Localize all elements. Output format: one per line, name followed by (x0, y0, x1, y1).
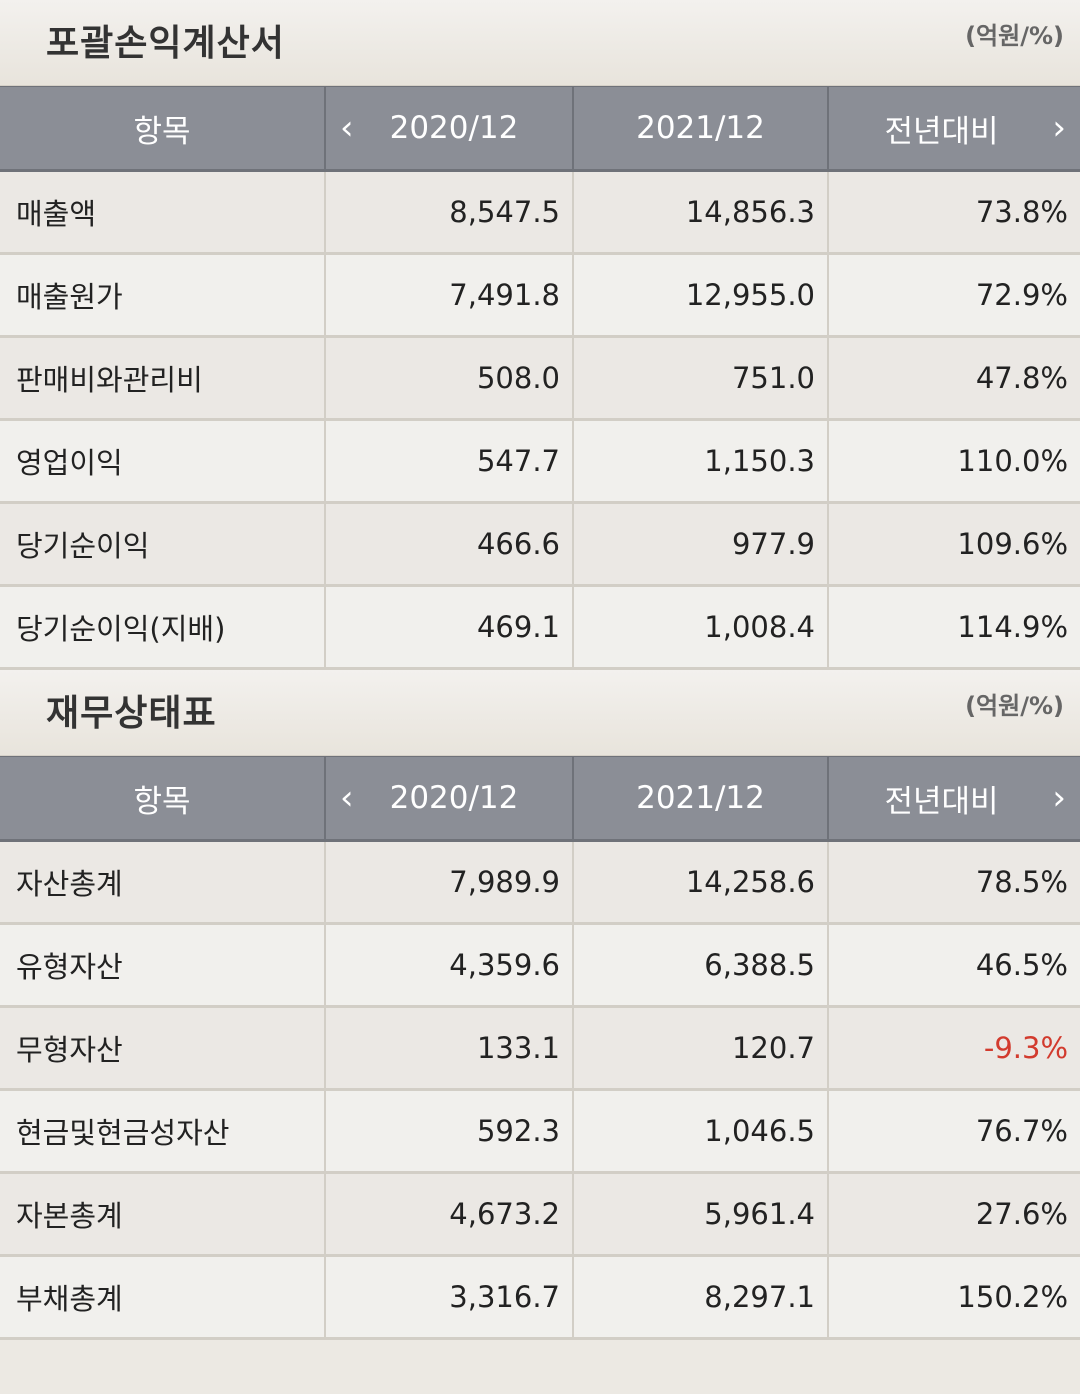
value-yoy: 73.8% (827, 170, 1080, 255)
value-yoy: 76.7% (827, 1089, 1080, 1174)
column-header-yoy: 전년대비 › (827, 86, 1080, 172)
table-row: 매출액 8,547.5 14,856.3 73.8% (0, 170, 1080, 255)
section-header: 재무상태표 (억원/%) (0, 670, 1080, 756)
chevron-left-icon[interactable]: ‹ (340, 778, 354, 818)
value-prev: 469.1 (324, 585, 573, 670)
column-header-yoy: 전년대비 › (827, 756, 1080, 842)
value-yoy: 46.5% (827, 923, 1080, 1008)
value-yoy: 109.6% (827, 502, 1080, 587)
column-header-item: 항목 (0, 86, 325, 172)
value-yoy: 150.2% (827, 1255, 1080, 1340)
table-row: 자본총계 4,673.2 5,961.4 27.6% (0, 1172, 1080, 1257)
value-prev: 4,673.2 (324, 1172, 573, 1257)
section-title: 포괄손익계산서 (46, 23, 285, 64)
table-row: 현금및현금성자산 592.3 1,046.5 76.7% (0, 1089, 1080, 1174)
row-label: 당기순이익 (0, 502, 325, 587)
column-header-prev: ‹ 2020/12 (324, 756, 573, 842)
value-yoy: 78.5% (827, 840, 1080, 925)
value-yoy: 27.6% (827, 1172, 1080, 1257)
chevron-right-icon[interactable]: › (1052, 778, 1066, 818)
table-row: 영업이익 547.7 1,150.3 110.0% (0, 419, 1080, 504)
unit-label: (억원/%) (965, 692, 1064, 720)
table-row: 무형자산 133.1 120.7 -9.3% (0, 1006, 1080, 1091)
row-label: 유형자산 (0, 923, 325, 1008)
section-header: 포괄손익계산서 (억원/%) (0, 0, 1080, 86)
table-header-row: 항목 ‹ 2020/12 2021/12 전년대비 › (0, 86, 1080, 172)
column-header-prev-label: 2020/12 (389, 780, 519, 816)
value-cur: 751.0 (572, 336, 828, 421)
value-cur: 6,388.5 (572, 923, 828, 1008)
table-row: 부채총계 3,316.7 8,297.1 150.2% (0, 1255, 1080, 1340)
value-cur: 977.9 (572, 502, 828, 587)
row-label: 판매비와관리비 (0, 336, 325, 421)
row-label: 매출액 (0, 170, 325, 255)
balance-sheet-table: 항목 ‹ 2020/12 2021/12 전년대비 › 자산총계 7,989.9 1… (0, 756, 1080, 1340)
row-label: 현금및현금성자산 (0, 1089, 325, 1174)
value-prev: 133.1 (324, 1006, 573, 1091)
value-prev: 3,316.7 (324, 1255, 573, 1340)
value-prev: 466.6 (324, 502, 573, 587)
row-label: 자산총계 (0, 840, 325, 925)
value-yoy: 47.8% (827, 336, 1080, 421)
table-row: 당기순이익 466.6 977.9 109.6% (0, 502, 1080, 587)
value-cur: 1,008.4 (572, 585, 828, 670)
column-header-yoy-label: 전년대비 (884, 113, 999, 150)
value-yoy: 114.9% (827, 585, 1080, 670)
value-prev: 4,359.6 (324, 923, 573, 1008)
chevron-left-icon[interactable]: ‹ (340, 108, 354, 148)
value-prev: 7,491.8 (324, 253, 573, 338)
value-cur: 1,150.3 (572, 419, 828, 504)
value-cur: 5,961.4 (572, 1172, 828, 1257)
value-cur: 14,856.3 (572, 170, 828, 255)
table-row: 판매비와관리비 508.0 751.0 47.8% (0, 336, 1080, 421)
value-cur: 8,297.1 (572, 1255, 828, 1340)
column-header-yoy-label: 전년대비 (884, 783, 999, 820)
table-row: 당기순이익(지배) 469.1 1,008.4 114.9% (0, 585, 1080, 670)
value-prev: 508.0 (324, 336, 573, 421)
row-label: 자본총계 (0, 1172, 325, 1257)
balance-sheet-section: 재무상태표 (억원/%) 항목 ‹ 2020/12 2021/12 전년대비 › (0, 670, 1080, 1340)
row-label: 당기순이익(지배) (0, 585, 325, 670)
row-label: 영업이익 (0, 419, 325, 504)
table-header-row: 항목 ‹ 2020/12 2021/12 전년대비 › (0, 756, 1080, 842)
value-cur: 12,955.0 (572, 253, 828, 338)
unit-label: (억원/%) (965, 22, 1064, 50)
column-header-prev: ‹ 2020/12 (324, 86, 573, 172)
income-statement-table: 항목 ‹ 2020/12 2021/12 전년대비 › 매출액 8,547.5 14… (0, 86, 1080, 670)
income-statement-section: 포괄손익계산서 (억원/%) 항목 ‹ 2020/12 2021/12 전년대비… (0, 0, 1080, 670)
value-yoy: -9.3% (827, 1006, 1080, 1091)
table-row: 자산총계 7,989.9 14,258.6 78.5% (0, 840, 1080, 925)
financial-summary: 포괄손익계산서 (억원/%) 항목 ‹ 2020/12 2021/12 전년대비… (0, 0, 1080, 1354)
value-yoy: 110.0% (827, 419, 1080, 504)
row-label: 매출원가 (0, 253, 325, 338)
value-cur: 1,046.5 (572, 1089, 828, 1174)
value-yoy: 72.9% (827, 253, 1080, 338)
value-prev: 547.7 (324, 419, 573, 504)
value-prev: 592.3 (324, 1089, 573, 1174)
row-label: 무형자산 (0, 1006, 325, 1091)
value-prev: 8,547.5 (324, 170, 573, 255)
row-label: 부채총계 (0, 1255, 325, 1340)
column-header-cur: 2021/12 (572, 756, 828, 842)
column-header-prev-label: 2020/12 (389, 110, 519, 146)
table-row: 유형자산 4,359.6 6,388.5 46.5% (0, 923, 1080, 1008)
chevron-right-icon[interactable]: › (1052, 108, 1066, 148)
table-row: 매출원가 7,491.8 12,955.0 72.9% (0, 253, 1080, 338)
value-cur: 14,258.6 (572, 840, 828, 925)
bottom-spacer (0, 1340, 1080, 1354)
value-cur: 120.7 (572, 1006, 828, 1091)
column-header-item: 항목 (0, 756, 325, 842)
value-prev: 7,989.9 (324, 840, 573, 925)
section-title: 재무상태표 (46, 693, 217, 734)
column-header-cur: 2021/12 (572, 86, 828, 172)
